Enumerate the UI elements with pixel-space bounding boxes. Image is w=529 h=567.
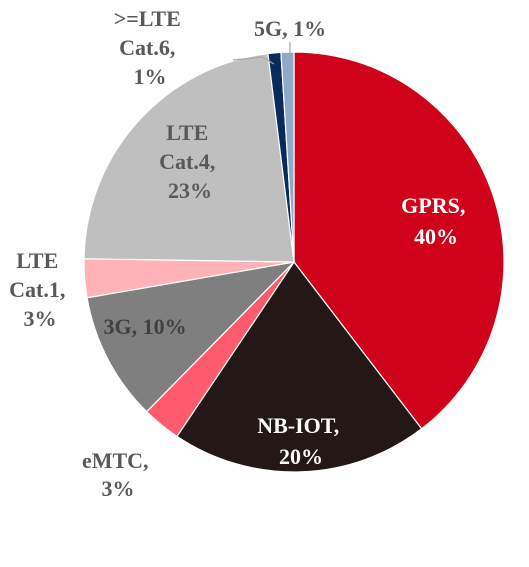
slice-label-lte-cat4: LTE Cat.4, 23% — [159, 120, 221, 203]
pie-slice-gprs — [293, 51, 505, 430]
leader-line-lte-cat6 — [232, 56, 275, 65]
slice-label-lte-cat1: LTE Cat.1, 3% — [9, 248, 71, 331]
pie-slice-nb-iot — [176, 260, 423, 473]
leader-lines — [232, 42, 291, 65]
slice-label-lte-cat6: >=LTE Cat.6, 1% — [114, 6, 187, 89]
pie-slices — [83, 51, 505, 473]
pie-slice-lte-cat-4 — [83, 52, 295, 263]
pie-slice-3g — [86, 261, 296, 413]
slice-label-nb-iot: NB-IOT, 20% — [257, 413, 345, 469]
slice-label-3g: 3G, 10% — [103, 314, 186, 339]
slice-label-gprs: GPRS, 40% — [401, 193, 471, 249]
slice-label-5g: 5G, 1% — [254, 16, 326, 41]
pie-slice-5g — [280, 51, 295, 263]
slice-labels: GPRS, 40% NB-IOT, 20% eMTC, 3% 3G, 10% L… — [9, 6, 471, 501]
slice-label-emtc: eMTC, 3% — [82, 448, 154, 501]
